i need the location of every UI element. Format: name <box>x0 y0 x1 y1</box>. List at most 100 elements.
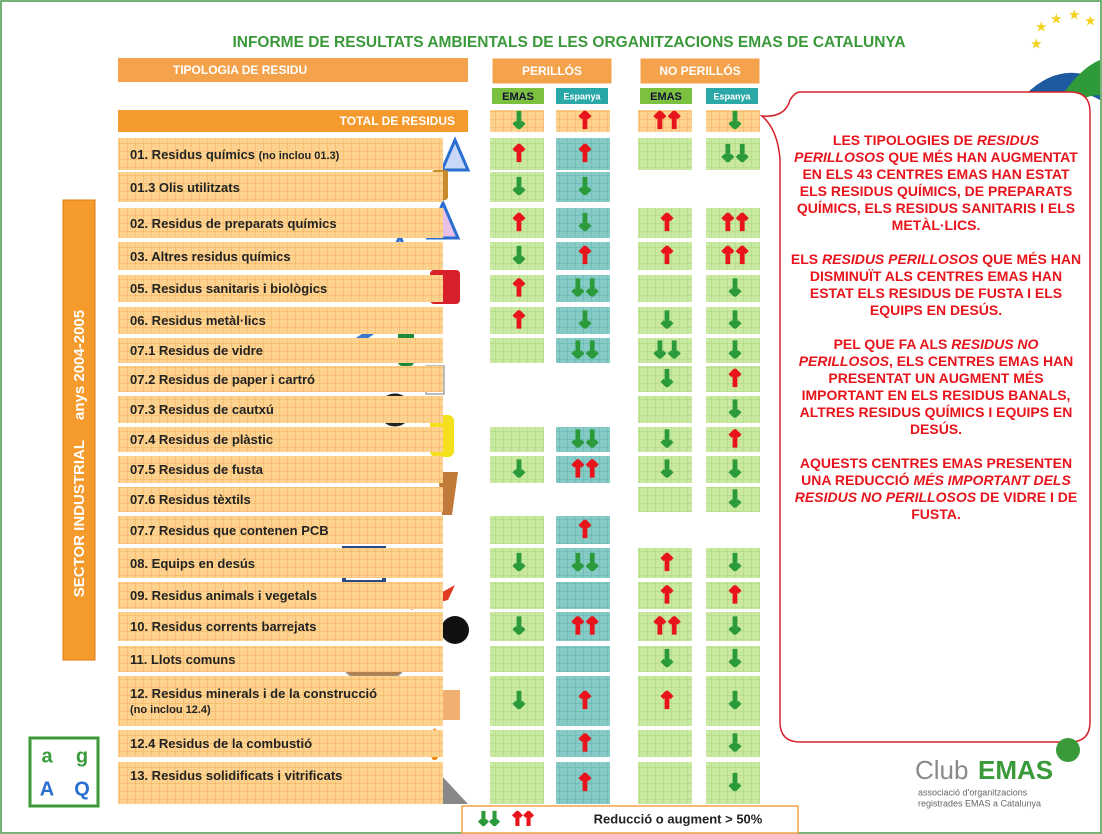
header-bg <box>118 58 468 82</box>
row-label-note: (no inclou 01.3) <box>258 149 340 162</box>
cell-bg <box>490 338 544 363</box>
trend-arrow: ↓↓ <box>569 339 598 364</box>
cell-bg <box>706 612 760 641</box>
row-label: 05. Residus sanitaris i biològics <box>130 281 450 296</box>
cell-bg <box>706 307 760 334</box>
row-label-text: 08. Equips en desús <box>130 555 255 571</box>
row-label-text: 09. Residus animals i vegetals <box>130 588 318 603</box>
trend-arrow: ↓ <box>726 689 741 714</box>
cell-bg <box>490 548 544 578</box>
trend-arrow: ↑↑ <box>719 211 748 236</box>
cell-bg <box>638 762 692 804</box>
row-label-text: 07.3 Residus de cautxú <box>130 402 274 417</box>
trend-arrow: ↑ <box>510 142 525 167</box>
row-label-text: 01. Residus químics <box>130 146 255 162</box>
row-label: 07.3 Residus de cautxú <box>130 402 450 417</box>
row-label: 07.5 Residus de fusta <box>130 462 450 477</box>
cell-bg <box>638 582 692 609</box>
trend-arrow: ↓ <box>726 277 741 302</box>
row-label: 09. Residus animals i vegetals <box>130 588 450 603</box>
callout-italic: RESIDUS PERILLOSOS <box>822 251 979 267</box>
trend-arrow: ↑ <box>576 771 591 796</box>
row-label-text: 02. Residus de preparats químics <box>130 215 337 231</box>
trend-arrow: ↑↑ <box>719 244 748 269</box>
callout-italic: MÉS IMPORTANT DELS RESIDUS NO PERILLOSOS <box>794 472 1071 505</box>
svg-text:★: ★ <box>1030 36 1043 52</box>
trend-arrow: ↓ <box>726 398 741 423</box>
row-label: 12.4 Residus de la combustió <box>130 736 450 751</box>
subcolumn-header-bg <box>706 88 758 104</box>
club-mark <box>1056 738 1080 762</box>
trend-arrow: ↓ <box>576 309 591 334</box>
trend-arrow: ↑ <box>658 584 673 609</box>
subcolumn-header: Espanya <box>713 91 751 101</box>
side-label-bg <box>62 199 96 661</box>
row-label: 07.2 Residus de paper i cartró <box>130 372 450 387</box>
cell-bg <box>706 487 760 512</box>
cell-bg <box>556 275 610 302</box>
trend-arrow: ↓ <box>726 488 741 513</box>
row-label-bg <box>118 242 443 270</box>
trend-arrow: ↓ <box>510 689 525 714</box>
callout-run: QUE MÉS HAN DISMINUÏT ALS CENTRES EMAS H… <box>809 251 1082 318</box>
row-label-bg <box>118 172 443 202</box>
trend-arrow: ↑ <box>576 142 591 167</box>
cell-bg <box>490 242 544 270</box>
callout-run: ELS <box>790 251 823 267</box>
row-label-text: 11. Llots comuns <box>130 651 236 667</box>
cell-bg <box>638 338 692 363</box>
side-label-years: anys 2004-2005 <box>71 310 88 420</box>
cell-bg <box>556 646 610 672</box>
cell-bg <box>638 676 692 726</box>
row-label: 08. Equips en desús <box>130 556 450 571</box>
trend-arrow: ↓ <box>510 244 525 269</box>
row-label-text: 01.3 Olis utilitzats <box>130 179 240 195</box>
row-label: 02. Residus de preparats químics <box>130 216 450 231</box>
cell-bg <box>706 427 760 452</box>
cell-bg <box>490 762 544 804</box>
trend-arrow: ↓↓ <box>569 551 598 576</box>
subcolumn-header: EMAS <box>650 91 682 103</box>
row-label-bg <box>118 646 443 672</box>
side-label-sector: SECTOR INDUSTRIAL <box>71 440 88 597</box>
cell-bg <box>638 208 692 238</box>
subcolumn-header-bg <box>492 88 544 104</box>
trend-arrow: ↑ <box>658 551 673 576</box>
cell-bg <box>556 138 610 170</box>
cell-bg <box>638 138 692 170</box>
trend-arrow: ↑ <box>726 584 741 609</box>
subcolumn-header: EMAS <box>502 91 534 103</box>
cell-bg <box>490 307 544 334</box>
cell-bg <box>706 730 760 757</box>
row-label-bg <box>118 427 443 452</box>
trend-arrow: ↓↓ <box>569 277 598 302</box>
trend-arrow: ↑↑ <box>651 615 680 640</box>
row-label-text: 10. Residus corrents barrejats <box>130 619 317 634</box>
row-label-bg <box>118 487 443 512</box>
agaq-letter: Q <box>74 778 90 800</box>
cell-bg <box>556 242 610 270</box>
trend-arrow: ↑ <box>658 689 673 714</box>
cell-bg <box>490 456 544 483</box>
group-header-bg <box>491 57 613 85</box>
trend-arrow: ↓ <box>726 647 741 672</box>
title: INFORME DE RESULTATS AMBIENTALS DE LES O… <box>232 34 905 51</box>
cell-bg <box>490 612 544 641</box>
row-label: 07.4 Residus de plàstic <box>130 432 450 447</box>
cell-bg <box>490 516 544 544</box>
callout-paragraph: LES TIPOLOGIES DE RESIDUS PERILLOSOS QUE… <box>788 132 1084 234</box>
row-label: 07.7 Residus que contenen PCB <box>130 523 450 538</box>
row-label-text: 07.2 Residus de paper i cartró <box>130 371 315 387</box>
row-label-bg <box>118 582 443 609</box>
cell-bg <box>556 456 610 483</box>
callout-run: AQUESTS CENTRES EMAS PRESENTEN UNA REDUC… <box>799 455 1073 488</box>
callout-italic: RESIDUS NO PERILLOSOS <box>798 336 1039 369</box>
row-label-bg <box>118 548 443 578</box>
club-line1: associació d'organitzacions <box>918 787 1028 797</box>
cell-bg <box>556 516 610 544</box>
cell-bg <box>638 110 692 132</box>
row-label-text: 07.4 Residus de plàstic <box>130 432 274 447</box>
legend-symbol: ↓↓ <box>476 809 499 830</box>
trend-arrow: ↓ <box>726 458 741 483</box>
row-label: 11. Llots comuns <box>130 652 450 667</box>
